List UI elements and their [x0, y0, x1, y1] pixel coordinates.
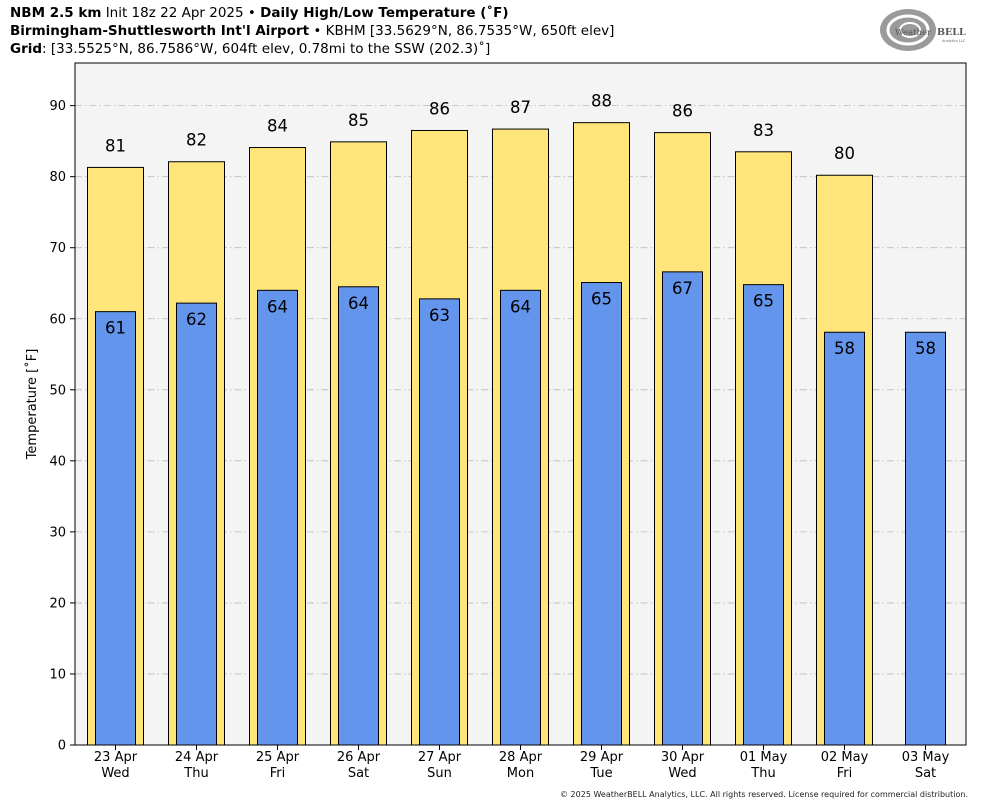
x-tick-day: Mon — [507, 766, 534, 781]
high-temp-label: 86 — [672, 102, 693, 121]
x-tick-date: 29 Apr — [580, 750, 624, 765]
station-info: KBHM [33.5629°N, 86.7535°W, 650ft elev] — [325, 23, 615, 39]
y-axis-label: Temperature [˚F] — [24, 349, 40, 461]
product-name: Daily High/Low Temperature (˚F) — [260, 5, 509, 21]
low-temp-bar — [500, 289, 541, 746]
high-temp-label: 80 — [834, 144, 855, 163]
separator: • — [313, 23, 322, 39]
grid-info: : [33.5525°N, 86.7586°W, 604ft elev, 0.7… — [42, 41, 491, 57]
x-tick-day: Fri — [270, 766, 286, 781]
low-temp-bar — [257, 289, 298, 746]
high-temp-label: 88 — [591, 92, 612, 111]
weatherbell-logo: Weather BELL Analytics LLC — [880, 9, 966, 51]
low-temp-bar — [419, 298, 460, 746]
low-temp-label: 64 — [348, 294, 369, 313]
x-tick-day: Wed — [101, 766, 129, 781]
plot-frame — [74, 62, 967, 746]
x-tick-date: 28 Apr — [499, 750, 543, 765]
low-temp-label: 58 — [834, 339, 855, 358]
x-tick-date: 24 Apr — [175, 750, 219, 765]
y-tick-label: 50 — [49, 383, 66, 398]
x-tick-day: Sun — [427, 766, 452, 781]
high-temp-label: 81 — [105, 136, 126, 155]
high-temp-label: 87 — [510, 98, 531, 117]
low-temp-bar — [581, 282, 622, 746]
low-temp-label: 63 — [429, 306, 450, 325]
y-tick-label: 10 — [49, 667, 66, 682]
logo-subtext: Analytics LLC — [942, 39, 966, 43]
init-time: Init 18z 22 Apr 2025 — [105, 5, 244, 21]
low-temp-label: 65 — [753, 292, 774, 311]
x-tick-day: Thu — [750, 766, 775, 781]
x-tick-day: Fri — [837, 766, 853, 781]
x-tick-date: 27 Apr — [418, 750, 462, 765]
logo-swirl-ring — [886, 14, 930, 46]
x-tick-day: Tue — [589, 766, 612, 781]
low-temp-label: 65 — [591, 290, 612, 309]
low-temp-label: 64 — [267, 297, 288, 316]
grid-label: Grid — [10, 41, 43, 57]
separator: • — [247, 5, 256, 21]
y-tick-label: 30 — [49, 525, 66, 540]
x-tick-day: Wed — [668, 766, 696, 781]
low-temp-bar — [824, 331, 865, 746]
high-temp-label: 86 — [429, 99, 450, 118]
x-tick-date: 25 Apr — [256, 750, 300, 765]
x-tick-day: Thu — [183, 766, 208, 781]
low-temp-bar — [905, 331, 946, 746]
x-tick-date: 23 Apr — [94, 750, 138, 765]
x-tick-day: Sat — [348, 766, 369, 781]
x-tick-date: 02 May — [821, 750, 869, 765]
x-tick-date: 26 Apr — [337, 750, 381, 765]
low-temp-bar — [176, 302, 217, 746]
chart-title-line-1: NBM 2.5 km Init 18z 22 Apr 2025 • Daily … — [10, 5, 509, 22]
high-temp-label: 83 — [753, 121, 774, 140]
y-tick-label: 80 — [49, 170, 66, 185]
low-temp-bar — [338, 286, 379, 746]
low-temp-label: 64 — [510, 297, 531, 316]
logo-text-a: Weather — [895, 28, 932, 38]
x-tick-day: Sat — [915, 766, 936, 781]
y-tick-label: 0 — [58, 739, 66, 754]
station-name: Birmingham-Shuttlesworth Int'l Airport — [10, 23, 310, 39]
high-temp-label: 82 — [186, 131, 207, 150]
y-tick-label: 90 — [49, 99, 66, 114]
x-tick-date: 01 May — [740, 750, 788, 765]
low-temp-label: 62 — [186, 310, 207, 329]
low-temp-label: 58 — [915, 339, 936, 358]
y-tick-label: 20 — [49, 596, 66, 611]
low-temp-bar — [743, 284, 784, 746]
low-temp-label: 67 — [672, 279, 693, 298]
logo-swirl-ring — [899, 22, 921, 38]
y-tick-label: 40 — [49, 454, 66, 469]
low-temp-label: 61 — [105, 319, 126, 338]
copyright-footer: © 2025 WeatherBELL Analytics, LLC. All r… — [560, 790, 968, 799]
chart-title-line-3: Grid: [33.5525°N, 86.7586°W, 604ft elev,… — [10, 41, 490, 58]
y-tick-label: 70 — [49, 241, 66, 256]
x-tick-date: 03 May — [902, 750, 950, 765]
low-temp-bar — [662, 271, 703, 746]
model-name: NBM 2.5 km — [10, 5, 102, 21]
high-temp-label: 85 — [348, 111, 369, 130]
low-temp-bar — [95, 311, 136, 746]
chart-title-line-2: Birmingham-Shuttlesworth Int'l Airport •… — [10, 23, 614, 40]
logo-text-b: BELL — [937, 27, 966, 38]
x-tick-date: 30 Apr — [661, 750, 705, 765]
high-temp-label: 84 — [267, 117, 288, 136]
y-tick-label: 60 — [49, 312, 66, 327]
